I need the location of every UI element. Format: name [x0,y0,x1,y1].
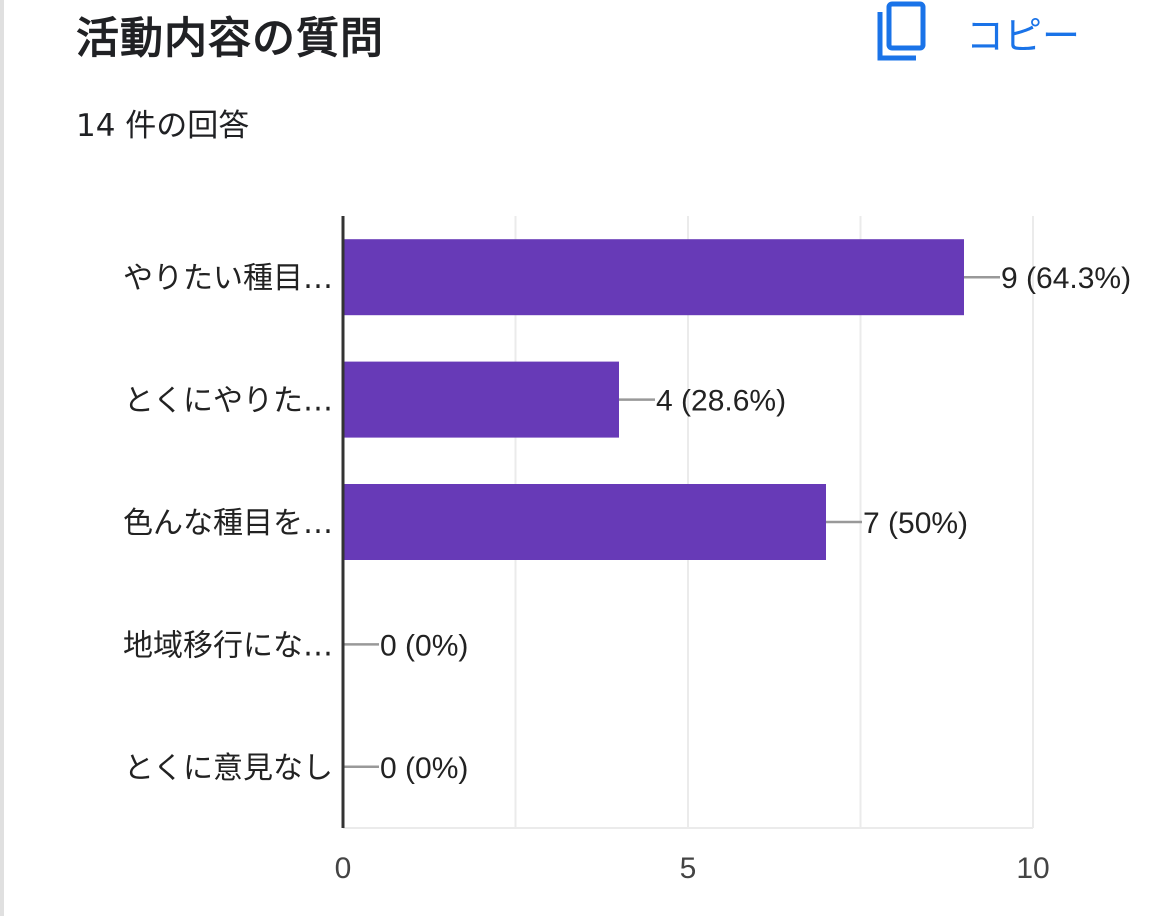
data-label: 7 (50%) [863,507,968,540]
copy-label: コピー [966,13,1081,58]
category-label: やりたい種目… [123,261,333,296]
bar [343,239,964,316]
bars [343,239,964,560]
copy-button[interactable]: コピー [874,0,1094,64]
question-title: 活動内容の質問 [76,14,384,64]
data-label: 4 (28.6%) [656,385,786,418]
x-tick-label: 5 [680,852,697,885]
category-label: とくにやりた… [124,384,333,419]
bar [343,484,826,560]
leader-lines [343,275,1000,769]
bar [343,361,619,438]
category-label: 色んな種目を… [123,506,333,541]
x-tick-label: 10 [1016,852,1049,885]
data-label: 0 (0%) [380,752,468,785]
x-tick-label: 0 [335,852,352,885]
labels: 9 (64.3%) やりたい種目… 4 (28.6%) とくにやりた… 7 (50%) 色… [123,216,1131,885]
response-count: 14 件の回答 [76,108,250,144]
category-label: とくに意見なし [124,751,333,786]
data-label: 9 (64.3%) [1001,262,1131,295]
data-label: 0 (0%) [380,629,468,662]
card-border [0,0,4,916]
copy-icon [874,0,930,64]
category-label: 地域移行にな… [123,628,333,663]
